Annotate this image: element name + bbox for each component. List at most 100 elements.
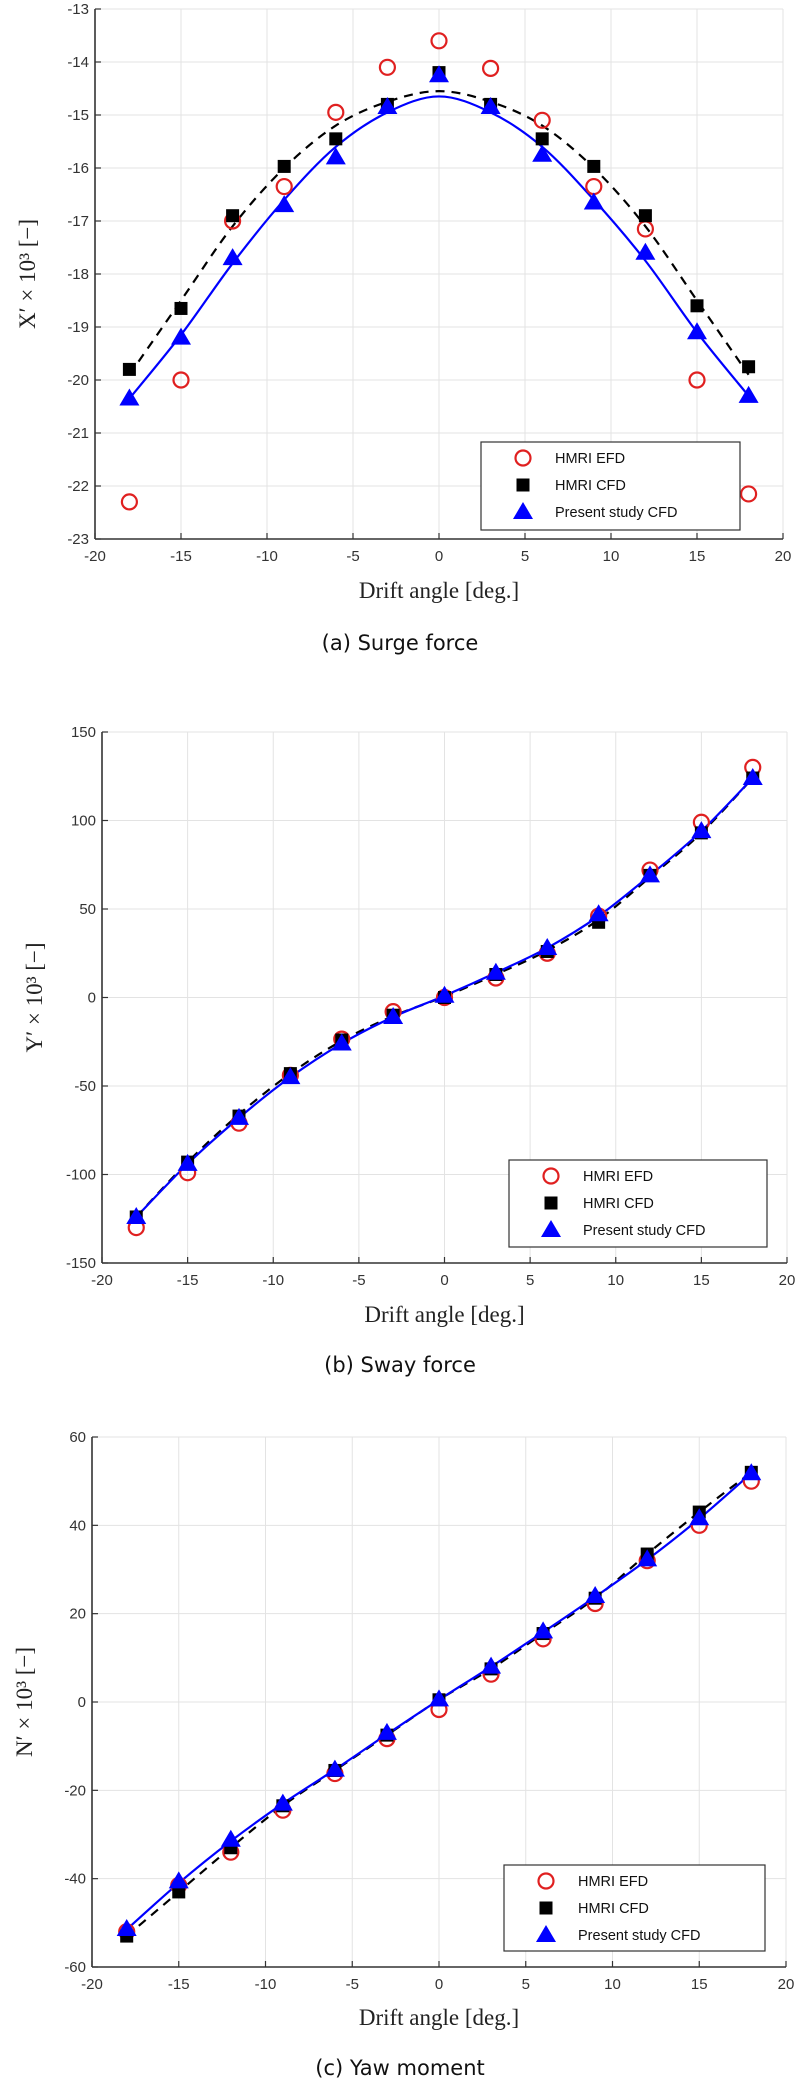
y-tick-label: -22: [67, 478, 89, 495]
x-tick-label: 10: [607, 1272, 624, 1289]
triangle-data-point: [585, 1586, 606, 1603]
y-tick-label: -14: [67, 54, 89, 71]
legend: HMRI EFD HMRI CFD Present study CFD: [503, 1864, 766, 1952]
triangle-data-point: [537, 937, 558, 955]
x-tick-label: 0: [440, 1272, 448, 1289]
legend-triangle-icon: [541, 1220, 561, 1237]
x-tick-label: -5: [346, 1976, 359, 1993]
x-tick-label: 15: [693, 1272, 710, 1289]
y-tick-label: -150: [66, 1255, 96, 1272]
figure-caption: (c) Yaw moment: [315, 2056, 485, 2080]
square-data-point: [122, 362, 136, 376]
triangle-data-point: [533, 1621, 554, 1639]
y-tick-label: -19: [67, 319, 89, 336]
legend-label: HMRI EFD: [583, 1169, 653, 1185]
triangle-data-point: [429, 1689, 449, 1707]
legend-label: HMRI CFD: [555, 478, 626, 494]
x-tick-label: -5: [346, 548, 359, 565]
legend-square-icon: [539, 1901, 553, 1915]
circle-data-point: [275, 177, 293, 196]
triangle-data-point: [274, 195, 295, 213]
circle-data-point: [430, 32, 448, 50]
x-tick-label: -20: [91, 1272, 113, 1289]
triangle-data-point: [480, 97, 501, 115]
y-axis-label: N′ × 10³ [−]: [12, 1647, 37, 1757]
triangle-data-point: [126, 1206, 147, 1224]
circle-data-point: [378, 58, 396, 76]
y-axis-label: Y′ × 10³ [−]: [22, 942, 47, 1052]
x-tick-label: 5: [526, 1272, 534, 1289]
triangle-data-point: [637, 1549, 658, 1567]
legend-triangle-icon: [536, 1925, 556, 1942]
square-data-point: [535, 132, 549, 146]
triangle-data-point: [481, 1656, 502, 1674]
y-tick-label: -23: [67, 531, 89, 548]
triangle-data-point: [383, 1006, 404, 1024]
triangle-data-point: [687, 322, 707, 340]
square-data-point: [690, 299, 704, 313]
x-tick-label: -15: [170, 548, 192, 565]
triangle-data-point: [377, 97, 398, 115]
x-tick-label: -10: [256, 548, 278, 565]
x-tick-label: 20: [775, 548, 792, 565]
y-tick-label: -40: [64, 1871, 86, 1888]
y-tick-label: 50: [79, 901, 96, 918]
y-tick-label: -13: [67, 1, 89, 18]
triangle-data-point: [376, 1722, 397, 1740]
triangle-data-point: [588, 904, 609, 922]
x-tick-label: 10: [603, 548, 620, 565]
legend-label: HMRI CFD: [578, 1901, 649, 1917]
circle-data-point: [688, 371, 706, 389]
legend-circle-icon: [514, 449, 532, 467]
x-tick-label: 5: [522, 1976, 530, 1993]
y-tick-label: -17: [67, 213, 89, 230]
triangle-data-point: [331, 1033, 352, 1051]
figure-caption: (a) Surge force: [322, 631, 479, 655]
square-data-point: [742, 360, 756, 374]
triangle-data-point: [640, 865, 660, 883]
triangle-data-point: [116, 1919, 137, 1937]
y-tick-label: -18: [67, 266, 89, 283]
triangle-data-point: [485, 962, 506, 980]
y-tick-label: -100: [66, 1167, 96, 1184]
triangle-data-point: [229, 1107, 249, 1125]
chart-panel-a: -20 -15 -10 -5 0 5 10 15 20 -13 -14 -15 -16 -17 -18 -19…: [15, 1, 791, 655]
chart-panel-b: -20 -15 -10 -5 0 5 10 15 20150100500-50-100-150H…: [22, 724, 795, 1377]
triangle-data-point: [325, 147, 346, 165]
triangle-data-point: [434, 985, 455, 1003]
triangle-data-point: [168, 1871, 189, 1889]
legend: HMRI EFD HMRI CFD Present study CFD: [508, 1159, 768, 1248]
triangle-data-point: [742, 768, 763, 786]
dashed-fit-line: [128, 90, 750, 376]
solid-fit-line: [128, 95, 750, 400]
square-data-point: [587, 159, 601, 173]
triangle-data-point: [429, 65, 449, 83]
x-axis-label: Drift angle [deg.]: [364, 1302, 524, 1327]
circle-data-point: [172, 371, 190, 389]
legend-label: Present study CFD: [583, 1223, 706, 1239]
triangle-data-point: [272, 1793, 293, 1811]
y-tick-label: 0: [78, 1694, 86, 1711]
square-data-point: [174, 301, 188, 315]
square-data-point: [638, 209, 652, 223]
square-data-point: [277, 159, 291, 173]
circle-data-point: [585, 177, 603, 196]
y-tick-label: 60: [69, 1429, 86, 1446]
x-tick-label: 10: [604, 1976, 621, 1993]
triangle-data-point: [119, 388, 140, 406]
triangle-data-point: [741, 1463, 762, 1481]
y-tick-label: 20: [69, 1606, 86, 1623]
square-data-point: [329, 132, 343, 146]
x-tick-label: -15: [168, 1976, 190, 1993]
x-tick-label: 0: [435, 1976, 443, 1993]
chart-panel-c: -20 -15 -10 -5 0 5 10 15 20 60 40 20 0 -20 -40 -60 HMRI …: [12, 1429, 794, 2080]
triangle-data-point: [177, 1153, 198, 1171]
y-tick-label: -21: [67, 425, 89, 442]
y-tick-label: -50: [74, 1078, 96, 1095]
x-tick-label: 5: [521, 548, 529, 565]
triangle-data-point: [532, 144, 553, 162]
x-tick-label: 15: [689, 548, 706, 565]
circle-data-point: [636, 220, 655, 238]
x-tick-label: -15: [177, 1272, 199, 1289]
